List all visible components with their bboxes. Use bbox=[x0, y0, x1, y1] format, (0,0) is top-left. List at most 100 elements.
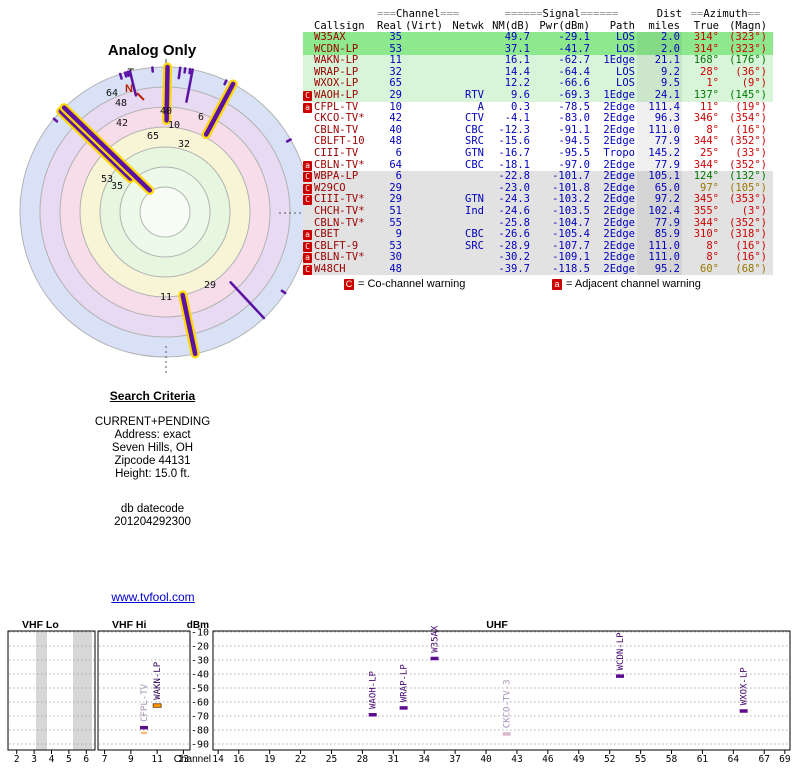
warning-cell: a bbox=[303, 102, 314, 114]
azimuth-true-cell: 346° bbox=[693, 112, 719, 125]
station-spoke bbox=[118, 72, 123, 80]
nm-cell: 16.1 bbox=[504, 54, 530, 67]
virt-channel-cell bbox=[404, 148, 445, 160]
table-row: C WBPA-LP 6 -22.8 -101.7 2Edge 105.1 124° (132°) bbox=[303, 171, 773, 183]
table-row: WCDN-LP 53 37.1 -41.7 LOS 2.0 314° (323°) bbox=[303, 42, 773, 56]
search-criteria-line: Address: exact bbox=[114, 429, 191, 441]
station-marker-label: WAKN-LP bbox=[153, 661, 163, 700]
distance-cell: 95.2 bbox=[637, 263, 682, 276]
table-row: a CFPL-TV 10 A 0.3 -78.5 2Edge 111.4 11° (19°) bbox=[303, 100, 773, 114]
real-channel-cell: 11 bbox=[389, 54, 402, 67]
power-cell: -91.1 bbox=[558, 123, 590, 136]
warning-cell bbox=[303, 206, 314, 218]
station-spoke bbox=[285, 138, 292, 143]
path-cell: 2Edge bbox=[603, 100, 635, 113]
table-row: C WAOH-LP 29 RTV 9.6 -69.3 1Edge 24.1 137° (145°) bbox=[303, 88, 773, 102]
power-cell: -97.0 bbox=[558, 158, 590, 171]
azimuth-true-cell: 168° bbox=[693, 54, 719, 67]
tvfool-link[interactable]: www.tvfool.com bbox=[111, 590, 195, 604]
table-row: CBLN-TV* 55 -25.8 -104.7 2Edge 77.9 344° (352°) bbox=[303, 216, 773, 230]
nm-cell: -18.1 bbox=[498, 158, 530, 171]
table-row: a CBLN-TV* 30 -30.2 -109.1 2Edge 111.0 8° (16°) bbox=[303, 252, 773, 264]
azimuth-true-cell: 60° bbox=[700, 262, 719, 275]
table-body: W35AX 35 49.7 -29.1 LOS 2.0 314° (323°) WCDN-LP 5… bbox=[303, 31, 773, 276]
path-cell: 2Edge bbox=[603, 123, 635, 136]
real-channel-cell: 55 bbox=[389, 216, 402, 229]
nm-cell: -24.3 bbox=[498, 193, 530, 206]
azimuth-magn-cell: (353°) bbox=[729, 193, 767, 206]
virt-channel-cell bbox=[404, 102, 445, 114]
warning-cell bbox=[303, 148, 314, 160]
band-panel bbox=[212, 630, 791, 751]
real-channel-cell: 42 bbox=[389, 112, 402, 125]
network-cell bbox=[445, 32, 486, 44]
channel-tick-label: 49 bbox=[573, 754, 585, 765]
band-name: VHF Lo bbox=[22, 619, 59, 631]
real-channel-cell: 64 bbox=[389, 158, 402, 171]
path-cell: 2Edge bbox=[603, 112, 635, 125]
distance-cell: 24.1 bbox=[637, 89, 682, 102]
virt-channel-cell bbox=[404, 171, 445, 183]
virt-channel-cell bbox=[404, 125, 445, 137]
path-cell: 1Edge bbox=[603, 54, 635, 67]
azimuth-true-cell: 8° bbox=[706, 123, 719, 136]
table-header-groups: ===Channel=== ======Signal====== Dist ==Azi… bbox=[303, 9, 773, 20]
callsign-cell: WCDN-LP bbox=[314, 42, 359, 55]
power-cell: -105.4 bbox=[552, 228, 590, 241]
warning-cell bbox=[303, 125, 314, 137]
column-header: Real bbox=[377, 20, 403, 32]
azimuth-magn-cell: (16°) bbox=[735, 251, 767, 264]
power-cell: -104.7 bbox=[552, 216, 590, 229]
virt-channel-cell bbox=[404, 32, 445, 44]
dbm-axis-label: dBm bbox=[187, 620, 209, 631]
station-marker bbox=[502, 732, 511, 736]
azimuth-true-cell: 25° bbox=[700, 146, 719, 159]
db-datecode-label: db datecode bbox=[120, 503, 185, 515]
station-marker bbox=[368, 713, 377, 717]
azimuth-magn-cell: (352°) bbox=[729, 158, 767, 171]
column-header: miles bbox=[648, 20, 680, 32]
warning-cell: a bbox=[303, 229, 314, 241]
warning-cell bbox=[303, 67, 314, 79]
real-channel-cell: 29 bbox=[389, 181, 402, 194]
virt-channel-cell bbox=[404, 78, 445, 90]
distance-cell: 96.3 bbox=[637, 113, 682, 125]
table-row: CHCH-TV* 51 Ind -24.6 -103.5 2Edge 102.4 355° (3… bbox=[303, 205, 773, 218]
spectrum-chart: dBm-10 -20 -30 -40 -50 -60 -70 -80 -90 VHF Lo VHF … bbox=[7, 619, 791, 765]
azimuth-true-cell: 344° bbox=[693, 135, 719, 148]
channel-axis-label: Channel bbox=[174, 754, 211, 765]
dbm-tick-label: -70 bbox=[191, 712, 209, 723]
dbm-tick-label: -30 bbox=[191, 656, 209, 667]
band-panel bbox=[97, 630, 191, 751]
column-header: (Magn) bbox=[729, 20, 767, 32]
station-spoke bbox=[52, 117, 59, 123]
path-cell: 2Edge bbox=[603, 239, 635, 252]
distance-cell: 9.5 bbox=[637, 78, 682, 90]
path-cell: 2Edge bbox=[603, 181, 635, 194]
power-cell: -66.6 bbox=[558, 77, 590, 90]
warning-cell: C bbox=[303, 194, 314, 206]
adjacent-warning-badge: a bbox=[303, 230, 312, 241]
polar-channel-label: 40 bbox=[160, 106, 172, 117]
warning-cell bbox=[303, 136, 314, 148]
polar-channel-label: 10 bbox=[168, 120, 180, 131]
network-cell: CTV bbox=[465, 112, 484, 125]
path-cell: 2Edge bbox=[603, 193, 635, 206]
station-spoke bbox=[180, 292, 198, 357]
adjacent-warning-badge: a bbox=[303, 160, 312, 171]
network-cell: CBC bbox=[465, 123, 484, 136]
channel-tick-label: 2 bbox=[14, 754, 20, 765]
real-channel-cell: 29 bbox=[389, 193, 402, 206]
cochannel-warning-badge: C bbox=[303, 241, 312, 252]
polar-ring bbox=[139, 186, 191, 238]
channel-tick-label: 58 bbox=[666, 754, 678, 765]
callsign-cell: CBLN-TV* bbox=[314, 216, 365, 229]
table-row: W35AX 35 49.7 -29.1 LOS 2.0 314° (323°) bbox=[303, 31, 773, 44]
station-marker-label: CKCO-TV-3 bbox=[503, 679, 513, 728]
azimuth-magn-cell: (145°) bbox=[729, 88, 767, 101]
virt-channel-cell bbox=[404, 194, 445, 206]
nm-cell: 12.2 bbox=[504, 77, 530, 90]
nm-cell: -12.3 bbox=[498, 123, 530, 136]
network-cell: CBC bbox=[465, 158, 484, 171]
dbm-tick-label: -90 bbox=[191, 740, 209, 751]
